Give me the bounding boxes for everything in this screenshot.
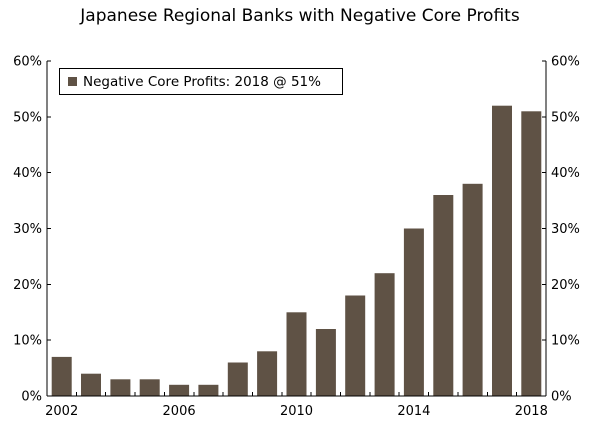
x-tick-label: 2018 [515, 404, 548, 419]
right-y-tick-label: 60% [551, 55, 580, 70]
bar-2017 [492, 105, 512, 396]
bar-2003 [81, 373, 101, 396]
x-tick-label: 2002 [45, 404, 78, 419]
bar-2009 [257, 351, 278, 396]
axes-layer: 0% 0% 10% 10% 20% 20% 30% 30% 40% 40% 50% 50% 60% 60%… [13, 55, 580, 420]
bar-2008 [227, 362, 248, 396]
legend-label: Negative Core Profits: 2018 @ 51% [83, 73, 321, 90]
bar-2007 [198, 384, 219, 396]
bar-2014 [403, 228, 424, 396]
right-y-tick-label: 30% [551, 222, 580, 237]
chart-title: Japanese Regional Banks with Negative Co… [80, 6, 520, 26]
x-tick-label: 2014 [397, 404, 430, 419]
right-y-tick-label: 0% [551, 390, 572, 405]
left-y-tick-label: 40% [13, 166, 42, 181]
bar-2002 [51, 356, 72, 396]
bar-2012 [345, 295, 366, 396]
right-y-tick-label: 20% [551, 278, 580, 293]
bar-2006 [169, 384, 190, 396]
legend-swatch [68, 77, 77, 86]
left-y-tick-label: 0% [21, 390, 42, 405]
left-y-tick-label: 60% [13, 55, 42, 70]
left-y-tick-label: 30% [13, 222, 42, 237]
bar-2016 [462, 183, 483, 396]
bar-2004 [110, 379, 131, 397]
bar-2005 [139, 379, 160, 397]
bars-layer [51, 105, 542, 397]
left-y-tick-label: 20% [13, 278, 42, 293]
legend: Negative Core Profits: 2018 @ 51% [59, 68, 343, 95]
left-y-tick-label: 50% [13, 110, 42, 125]
x-tick-label: 2006 [163, 404, 196, 419]
right-y-tick-label: 40% [551, 166, 580, 181]
bar-2013 [374, 273, 395, 396]
bar-2010 [286, 312, 307, 397]
bar-2011 [315, 329, 336, 396]
bar-2015 [433, 195, 454, 396]
bar-2018 [521, 111, 542, 397]
right-y-tick-label: 50% [551, 110, 580, 125]
x-tick-label: 2010 [280, 404, 313, 419]
right-y-tick-label: 10% [551, 334, 580, 349]
left-y-tick-label: 10% [13, 334, 42, 349]
